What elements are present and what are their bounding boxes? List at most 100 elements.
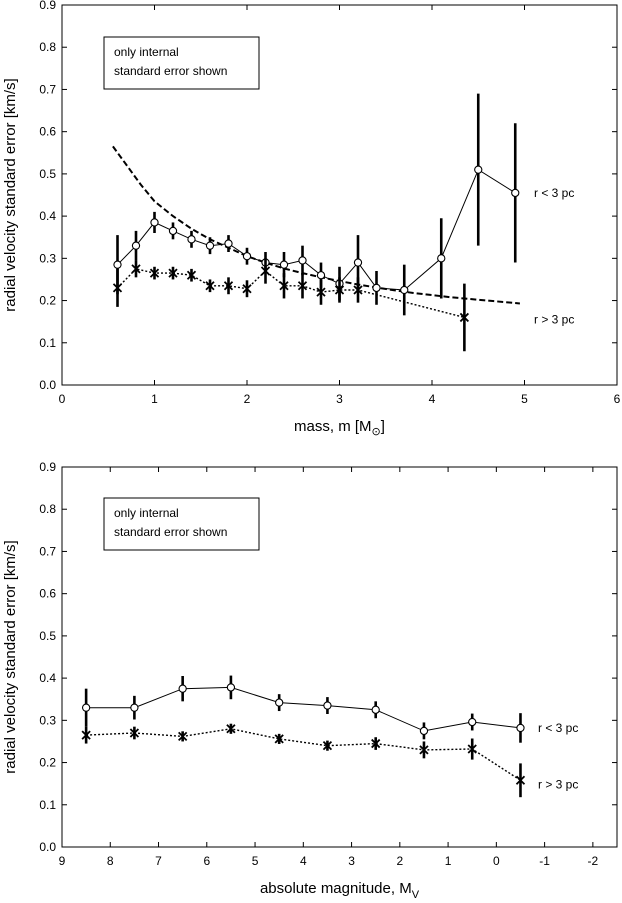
y-tick-label: 0.5 <box>39 629 56 643</box>
data-point <box>334 285 345 295</box>
data-point <box>371 738 381 749</box>
x-tick-label: 3 <box>348 854 355 868</box>
series-near: r < 3 pc <box>113 93 574 316</box>
data-point <box>474 165 483 174</box>
x-axis-title: mass, m [M⊙] <box>294 418 385 438</box>
data-point <box>186 270 197 280</box>
data-point <box>298 256 307 265</box>
y-tick-label: 0.9 <box>39 460 56 474</box>
chart-panel-2: 9 8 7 6 5 4 3 2 1 0 -1 -2 0.0 0.1 0.2 0.3 0.4 0.5 0.6 0.7 0.… <box>2 460 618 901</box>
y-tick-label: 0.4 <box>39 209 56 223</box>
y-tick-label: 0.8 <box>39 40 56 54</box>
data-point <box>205 241 215 250</box>
y-tick-label: 0.1 <box>39 798 56 812</box>
data-point <box>322 741 333 751</box>
data-point <box>275 698 284 707</box>
data-point <box>242 284 252 294</box>
x-tick-label: -1 <box>539 854 550 868</box>
x-axis-title: absolute magnitude, MV <box>260 880 420 901</box>
x-axis-title-text: mass, m [M <box>294 418 372 435</box>
note-box <box>103 497 260 551</box>
data-point <box>168 268 178 278</box>
x-axis-title-close: ] <box>381 418 385 435</box>
y-tick-label: 0.4 <box>39 671 56 685</box>
data-point <box>372 283 381 293</box>
y-axis-title: radial velocity standard error [km/s] <box>2 540 19 773</box>
series-line <box>86 728 521 781</box>
data-point <box>112 283 123 293</box>
data-point <box>467 744 477 754</box>
x-tick-label: 8 <box>107 854 114 868</box>
y-tick-label: 0.2 <box>39 294 56 308</box>
x-tick-label: 0 <box>493 854 500 868</box>
data-point <box>437 254 446 263</box>
data-point <box>297 281 308 291</box>
data-point <box>81 703 91 712</box>
x-tick-label: 6 <box>203 854 210 868</box>
series-label: r > 3 pc <box>534 313 574 327</box>
data-point <box>371 705 380 714</box>
x-tick-label: 7 <box>155 854 162 868</box>
y-tick-label: 0.2 <box>39 756 56 770</box>
data-point <box>205 281 215 291</box>
data-point <box>130 703 139 712</box>
data-point <box>226 683 236 692</box>
x-tick-label: 6 <box>614 392 621 406</box>
data-point <box>226 724 236 734</box>
data-point <box>419 726 429 736</box>
note-line: only internal <box>114 506 179 520</box>
y-tick-label: 0.6 <box>39 587 56 601</box>
x-tick-label: -2 <box>588 854 599 868</box>
x-tick-label: 4 <box>429 392 436 406</box>
note-box <box>103 36 260 90</box>
x-tick-label: 2 <box>396 854 403 868</box>
y-tick-label: 0.0 <box>39 378 56 392</box>
x-tick-label: 9 <box>59 854 66 868</box>
y-tick-label: 0.0 <box>39 840 56 854</box>
data-point <box>168 226 178 236</box>
series-far: r > 3 pc <box>81 723 578 798</box>
series-label: r > 3 pc <box>538 778 578 792</box>
data-point <box>279 260 289 269</box>
x-axis-title-sub: V <box>412 889 420 901</box>
data-point <box>224 239 233 248</box>
fit-curve <box>112 145 520 305</box>
series-label: r < 3 pc <box>534 186 574 200</box>
y-tick-label: 0.5 <box>39 167 56 181</box>
y-tick-label: 0.7 <box>39 82 56 96</box>
x-tick-label: 5 <box>521 392 528 406</box>
data-point <box>279 281 289 291</box>
x-tick-label: 0 <box>59 392 66 406</box>
x-tick-label: 3 <box>336 392 343 406</box>
data-point <box>150 218 159 227</box>
data-point <box>187 235 196 244</box>
data-point <box>178 684 187 693</box>
data-point <box>131 241 141 250</box>
data-point <box>515 775 526 785</box>
x-axis-title-unit: ⊙ <box>372 426 381 438</box>
plot-frame <box>61 466 618 848</box>
chart-panel-1: 0 1 2 3 4 5 6 0.0 0.1 0.2 0.3 0.4 0.5 0.6 0.7 0.8 0.9 mas… <box>2 0 621 438</box>
series-near: r < 3 pc <box>81 675 578 743</box>
data-point <box>149 268 160 278</box>
x-tick-label: 1 <box>445 854 452 868</box>
y-tick-label: 0.9 <box>39 0 56 12</box>
data-point <box>323 701 332 710</box>
series-line <box>117 168 516 291</box>
note-line: only internal <box>114 45 179 59</box>
x-tick-label: 5 <box>252 854 259 868</box>
series-line <box>86 686 521 732</box>
data-point <box>459 312 470 323</box>
data-point <box>260 266 271 276</box>
series-far: r > 3 pc <box>112 258 574 352</box>
data-point <box>516 723 525 733</box>
y-tick-label: 0.8 <box>39 502 56 516</box>
x-tick-label: 1 <box>151 392 158 406</box>
data-point <box>316 271 326 280</box>
y-tick-label: 0.3 <box>39 713 56 727</box>
data-point <box>129 728 140 738</box>
data-point <box>419 745 429 755</box>
data-point <box>131 264 141 274</box>
data-point <box>400 285 409 295</box>
